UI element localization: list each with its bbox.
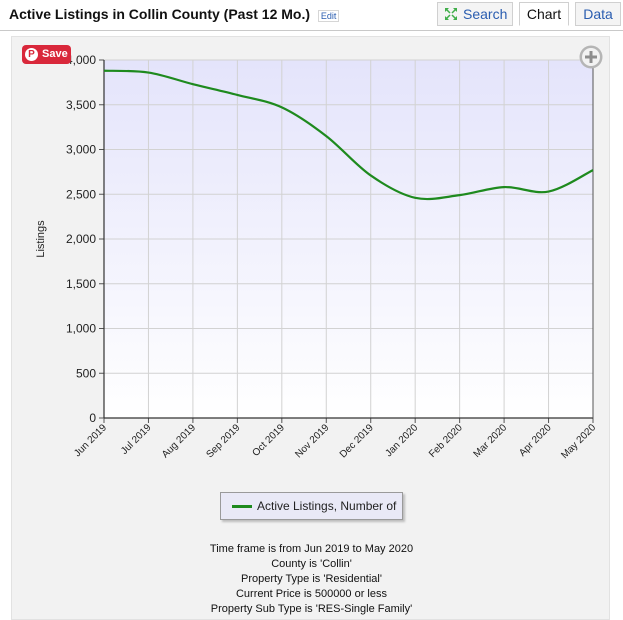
criteria-line: County is 'Collin' xyxy=(271,558,352,570)
page-title: Active Listings in Collin County (Past 1… xyxy=(9,6,340,22)
y-tick-label: 0 xyxy=(89,411,96,425)
data-point[interactable] xyxy=(191,82,195,86)
x-tick-label: Sep 2019 xyxy=(204,422,242,460)
y-axis-label: Listings xyxy=(35,220,47,258)
x-tick-label: Oct 2019 xyxy=(250,422,287,459)
data-point[interactable] xyxy=(102,69,106,73)
y-tick-label: 2,500 xyxy=(66,187,96,201)
data-point[interactable] xyxy=(502,185,506,189)
x-tick-label: Jan 2020 xyxy=(383,422,420,459)
y-tick-label: 3,500 xyxy=(66,98,96,112)
title-text: Active Listings in Collin County (Past 1… xyxy=(9,6,311,22)
x-tick-label: Dec 2019 xyxy=(338,422,376,460)
y-tick-label: 4,000 xyxy=(66,53,96,67)
x-tick-label: Jun 2019 xyxy=(72,422,109,459)
legend-label: Active Listings, Number of xyxy=(257,499,397,513)
zoom-expand-icon[interactable] xyxy=(578,44,604,70)
criteria-line: Property Sub Type is 'RES-Single Family' xyxy=(210,603,413,615)
x-tick-label: May 2020 xyxy=(559,422,598,461)
y-tick-label: 500 xyxy=(76,366,96,380)
criteria-line: Current Price is 500000 or less xyxy=(235,588,387,600)
search-criteria: Time frame is from Jun 2019 to May 2020 … xyxy=(0,542,623,617)
save-button-label: Save xyxy=(42,48,68,60)
expand-arrows-icon xyxy=(445,8,457,20)
x-tick-label: Apr 2020 xyxy=(517,422,554,459)
data-point[interactable] xyxy=(235,93,239,97)
chart-legend[interactable]: Active Listings, Number of xyxy=(220,492,403,520)
pinterest-icon: P xyxy=(25,48,38,61)
header-bar: Active Listings in Collin County (Past 1… xyxy=(0,0,623,31)
tab-chart[interactable]: Chart xyxy=(519,2,569,26)
tab-search-label: Search xyxy=(463,6,508,22)
data-point[interactable] xyxy=(591,168,595,172)
x-tick-label: Nov 2019 xyxy=(293,422,331,460)
edit-link[interactable]: Edit xyxy=(317,10,340,22)
pinterest-save-button[interactable]: P Save xyxy=(22,45,71,64)
data-point[interactable] xyxy=(458,193,462,197)
data-point[interactable] xyxy=(547,190,551,194)
data-point[interactable] xyxy=(280,105,284,109)
legend-swatch xyxy=(232,505,252,508)
y-tick-label: 1,500 xyxy=(66,277,96,291)
criteria-line: Time frame is from Jun 2019 to May 2020 xyxy=(209,543,414,555)
x-tick-label: Jul 2019 xyxy=(119,422,154,457)
tab-search[interactable]: Search xyxy=(437,2,513,26)
y-tick-label: 2,000 xyxy=(66,232,96,246)
data-point[interactable] xyxy=(146,71,150,75)
tab-data[interactable]: Data xyxy=(575,2,621,26)
data-point[interactable] xyxy=(324,134,328,138)
x-tick-label: Aug 2019 xyxy=(160,422,198,460)
data-point[interactable] xyxy=(369,173,373,177)
x-tick-label: Feb 2020 xyxy=(427,422,465,460)
criteria-line: Property Type is 'Residential' xyxy=(241,573,382,585)
series-line-active-listings xyxy=(103,69,594,201)
data-point[interactable] xyxy=(413,196,417,200)
x-tick-label: Mar 2020 xyxy=(472,422,510,460)
y-tick-label: 1,000 xyxy=(66,322,96,336)
y-tick-label: 3,000 xyxy=(66,143,96,157)
